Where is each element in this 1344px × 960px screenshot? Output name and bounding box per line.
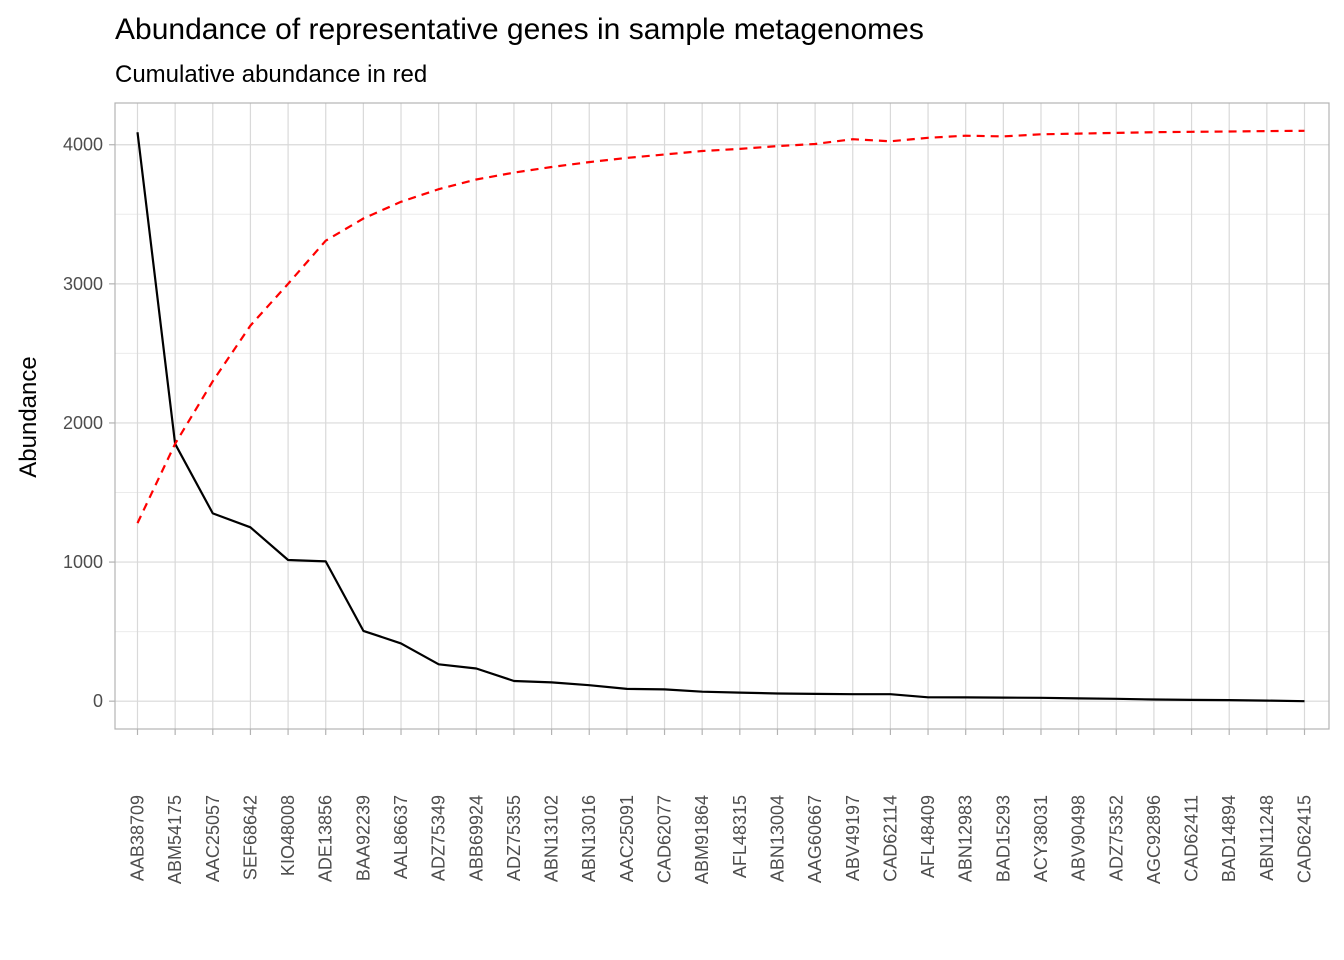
x-tick-label: ABV49197 [843,795,863,881]
x-tick-label: SEF68642 [240,795,260,880]
chart-title: Abundance of representative genes in sam… [115,13,924,46]
x-tick-label: ABN13004 [767,795,787,882]
y-tick-label: 1000 [63,552,103,572]
x-tick-label: ABB69924 [466,795,486,881]
x-tick-label: BAA92239 [353,795,373,881]
x-tick-label: CAD62077 [655,795,675,883]
x-tick-label: AAC25057 [203,795,223,882]
x-tick-label: ADE13856 [316,795,336,882]
grid-minor [115,213,1329,633]
x-tick-label: AAC25091 [617,795,637,882]
series-layer [136,129,1305,703]
x-tick-label: AGC92896 [1144,795,1164,884]
y-axis-label: Abundance [15,356,42,477]
x-tick-label: ADZ75352 [1106,795,1126,881]
x-axis: AAB38709 ABM54175 AAC25057 SEF68642 KIO48008… [128,729,1315,884]
y-tick-label: 3000 [63,274,103,294]
plot-panel [114,102,1330,730]
x-tick-label: AFL48315 [730,795,750,878]
x-tick-label: AAG60667 [805,795,825,883]
x-tick-label: ABM54175 [165,795,185,884]
cumulative-abundance-line [136,129,1305,524]
x-tick-label: BAD14894 [1219,795,1239,882]
x-tick-label: CAD62415 [1295,795,1315,883]
y-tick-label: 4000 [63,135,103,155]
x-tick-label: ABM91864 [692,795,712,884]
x-tick-label: AAL86637 [391,795,411,879]
x-tick-label: AAB38709 [128,795,148,881]
x-tick-label: ACY38031 [1031,795,1051,882]
abundance-line [136,132,1305,703]
x-tick-label: AFL48409 [918,795,938,878]
y-axis: 0 1000 2000 3000 4000 [63,135,115,711]
x-tick-label: ABV90498 [1069,795,1089,881]
y-tick-label: 0 [93,691,103,711]
y-tick-label: 2000 [63,413,103,433]
x-tick-label: ABN11248 [1257,795,1277,881]
chart-subtitle: Cumulative abundance in red [115,61,427,88]
x-tick-label: CAD62114 [880,795,900,882]
x-tick-label: ABN13016 [579,795,599,882]
x-tick-label: ABN12983 [956,795,976,882]
x-tick-label: ABN13102 [542,795,562,882]
x-tick-label: ADZ75355 [504,795,524,881]
x-tick-label: KIO48008 [278,795,298,876]
x-tick-label: BAD15293 [993,795,1013,882]
x-tick-label: ADZ75349 [429,795,449,881]
grid-major [115,103,1329,729]
x-tick-label: CAD62411 [1182,795,1202,882]
